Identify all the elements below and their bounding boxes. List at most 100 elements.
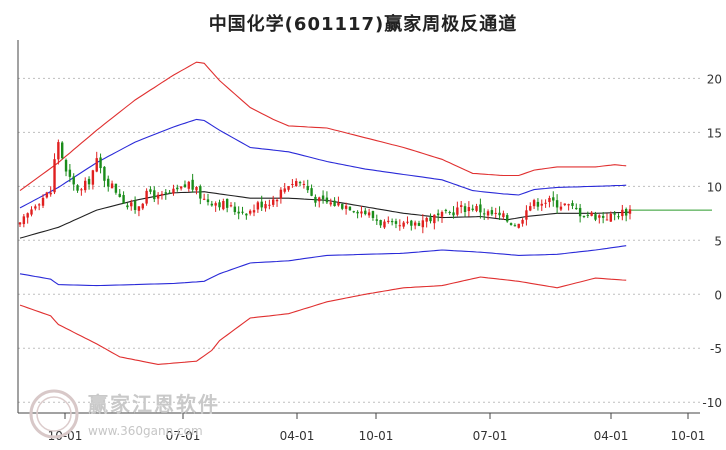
candle-body bbox=[41, 197, 45, 206]
candle-body bbox=[268, 204, 271, 206]
watermark-url: www.360gann.com bbox=[88, 424, 203, 438]
candle-body bbox=[256, 202, 260, 210]
candle-body bbox=[567, 204, 570, 206]
candle-body bbox=[53, 159, 56, 193]
y-tick-label: -5 bbox=[710, 342, 722, 356]
candle-body bbox=[544, 202, 547, 204]
y-tick-labels: 20 15 10 5 0 -5 -10 bbox=[702, 72, 722, 410]
candle-body bbox=[260, 201, 263, 208]
candle-body bbox=[433, 214, 436, 224]
candle-body bbox=[264, 204, 267, 209]
candle-body bbox=[605, 219, 609, 221]
candle-body bbox=[502, 213, 505, 218]
candle-body bbox=[80, 189, 83, 191]
candle-body bbox=[341, 203, 344, 209]
candle-body bbox=[291, 183, 294, 185]
x-tick-labels: 10-01 07-01 04-01 10-01 07-01 04-01 10-01 bbox=[48, 429, 706, 443]
candle-body bbox=[237, 211, 240, 214]
candle-body bbox=[475, 206, 478, 211]
candle-body bbox=[114, 183, 118, 193]
x-tick-label: 04-01 bbox=[594, 429, 629, 443]
candle-body bbox=[563, 203, 566, 206]
candle-body bbox=[467, 207, 471, 212]
candle-body bbox=[68, 169, 72, 177]
candle-body bbox=[628, 209, 632, 214]
candle-body bbox=[122, 195, 125, 204]
candle-body bbox=[99, 157, 102, 169]
candle-body bbox=[394, 221, 398, 224]
channel-bands bbox=[19, 61, 712, 365]
candle-body bbox=[22, 216, 26, 225]
candle-body bbox=[590, 212, 593, 216]
candle-body bbox=[406, 221, 409, 223]
candle-body bbox=[191, 179, 194, 190]
candle-body bbox=[222, 201, 225, 210]
candle-body bbox=[18, 222, 22, 225]
candle-body bbox=[233, 206, 237, 213]
candle-body bbox=[459, 205, 463, 207]
x-tick-label: 07-01 bbox=[166, 429, 201, 443]
candle-body bbox=[548, 197, 551, 203]
candle-body bbox=[302, 183, 306, 185]
candle-body bbox=[329, 202, 332, 205]
candle-body bbox=[601, 215, 605, 218]
candle-body bbox=[513, 225, 517, 227]
candle-body bbox=[287, 186, 290, 190]
candle-body bbox=[371, 211, 375, 218]
candle-body bbox=[45, 192, 49, 198]
candle-body bbox=[298, 182, 302, 184]
candle-body bbox=[624, 209, 628, 216]
inner-upper-band bbox=[19, 118, 627, 209]
candle-body bbox=[360, 211, 363, 214]
candle-body bbox=[321, 195, 325, 200]
candle-body bbox=[306, 185, 309, 191]
candle-body bbox=[575, 207, 578, 210]
chart-title: 中国化学(601117)赢家周极反通道 bbox=[208, 14, 518, 35]
candle-body bbox=[444, 209, 448, 211]
y-tick-label: 10 bbox=[707, 180, 722, 194]
candle-body bbox=[582, 215, 586, 217]
candle-body bbox=[490, 210, 494, 215]
candle-body bbox=[555, 200, 559, 208]
candle-body bbox=[348, 206, 352, 211]
candle-body bbox=[153, 190, 156, 200]
candle-body bbox=[375, 219, 378, 221]
candle-body bbox=[241, 211, 244, 213]
candle-body bbox=[95, 158, 98, 172]
candle-body bbox=[483, 213, 486, 215]
candle-body bbox=[532, 200, 536, 207]
candle-body bbox=[456, 207, 459, 215]
candle-body bbox=[609, 213, 613, 222]
candle-body bbox=[598, 215, 601, 218]
candle-body bbox=[379, 220, 382, 226]
candle-body bbox=[103, 166, 106, 181]
candle-body bbox=[61, 142, 64, 159]
candle-body bbox=[57, 142, 60, 160]
candle-body bbox=[141, 203, 144, 209]
candle-body bbox=[229, 205, 233, 207]
candle-body bbox=[367, 212, 371, 216]
candle-body bbox=[425, 218, 428, 222]
candle-body bbox=[202, 198, 206, 200]
candle-body bbox=[429, 217, 432, 222]
candle-body bbox=[333, 200, 336, 207]
candle-body bbox=[164, 192, 167, 194]
candle-body bbox=[571, 203, 574, 206]
candle-body bbox=[314, 196, 317, 203]
candle-body bbox=[84, 180, 87, 191]
candle-body bbox=[91, 170, 95, 185]
candle-body bbox=[479, 204, 482, 213]
x-tick-label: 04-01 bbox=[280, 429, 315, 443]
candle-body bbox=[275, 199, 279, 202]
candle-body bbox=[248, 210, 252, 214]
grid-lines bbox=[18, 77, 700, 403]
candle-body bbox=[540, 203, 543, 206]
candle-body bbox=[517, 223, 520, 228]
candle-body bbox=[410, 220, 413, 226]
candle-body bbox=[440, 211, 444, 217]
candle-body bbox=[279, 189, 283, 199]
x-tick-label: 10-01 bbox=[48, 429, 83, 443]
x-tick-label: 10-01 bbox=[359, 429, 394, 443]
candle-body bbox=[26, 213, 29, 218]
candle-body bbox=[214, 203, 217, 206]
